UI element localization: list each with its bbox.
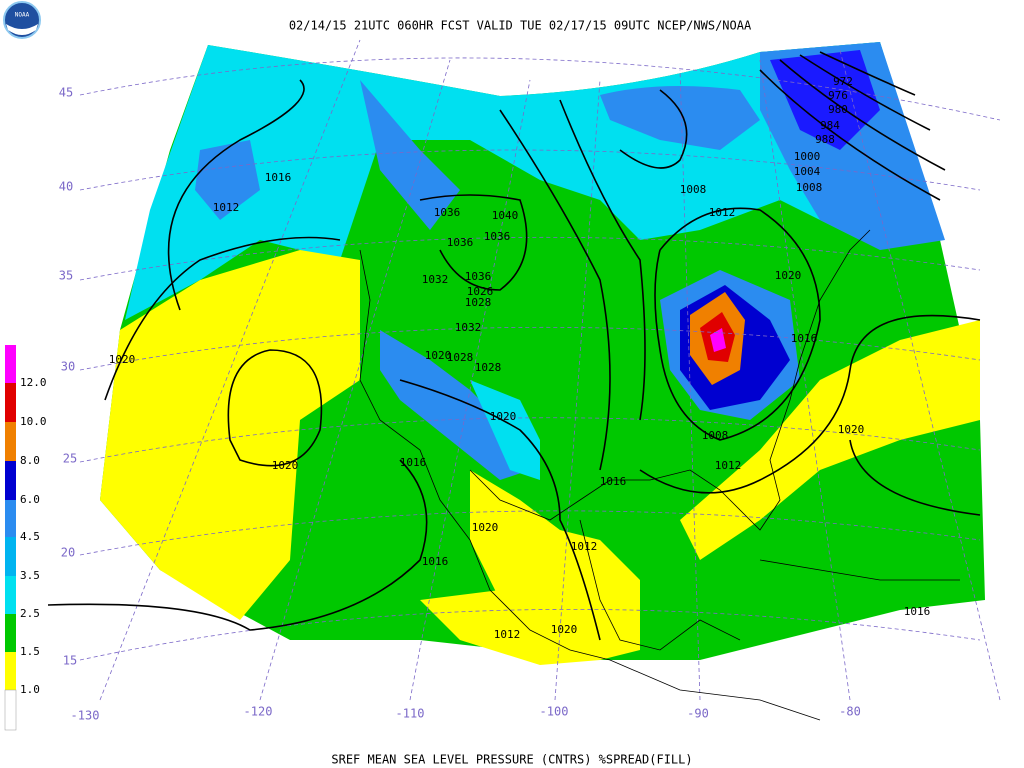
contour-label: 1020 <box>425 349 452 362</box>
contour-label: 1020 <box>775 269 802 282</box>
contour-label: 1036 <box>465 270 492 283</box>
contour-label: 1008 <box>680 183 707 196</box>
longitude-label: -100 <box>540 705 569 719</box>
longitude-label: -120 <box>244 705 273 719</box>
latitude-label: 35 <box>59 269 73 283</box>
contour-label: 1020 <box>490 410 517 423</box>
contour-label: 1016 <box>791 332 818 345</box>
contour-label: 1028 <box>475 361 502 374</box>
contour-label: 984 <box>820 119 840 132</box>
contour-label: 1020 <box>272 459 299 472</box>
contour-label: 1008 <box>796 181 823 194</box>
spread-fill <box>100 42 985 665</box>
contour-label: 1016 <box>600 475 627 488</box>
contour-label: 1012 <box>213 201 240 214</box>
contour-label: 1012 <box>715 459 742 472</box>
contour-label: 1004 <box>794 165 821 178</box>
colorbar-label: 8.0 <box>20 454 40 467</box>
contour-label: 1036 <box>434 206 461 219</box>
contour-label: 1016 <box>422 555 449 568</box>
contour-label: 1032 <box>455 321 482 334</box>
coastline <box>359 229 960 721</box>
contour-label: 1040 <box>492 209 519 222</box>
isobars <box>47 51 981 641</box>
colorbar-label: 2.5 <box>20 607 40 620</box>
contour-label: 1036 <box>447 236 474 249</box>
map-title: 02/14/15 21UTC 060HR FCST VALID TUE 02/1… <box>289 19 752 33</box>
latitude-label: 45 <box>59 86 73 100</box>
noaa-logo: NOAA <box>3 1 41 39</box>
contour-label: 1026 <box>467 285 494 298</box>
latitude-label: 15 <box>63 654 77 668</box>
contour-label: 1020 <box>109 353 136 366</box>
contour-label: 972 <box>833 75 853 88</box>
latitude-label: 30 <box>61 360 75 374</box>
latitude-label: 25 <box>63 452 77 466</box>
contour-label: 1012 <box>494 628 521 641</box>
contour-label: 1028 <box>465 296 492 309</box>
colorbar <box>4 345 17 731</box>
contour-label: 976 <box>828 89 848 102</box>
contour-label: 1016 <box>904 605 931 618</box>
map-caption: SREF MEAN SEA LEVEL PRESSURE (CNTRS) %SP… <box>331 753 692 767</box>
colorbar-label: 6.0 <box>20 493 40 506</box>
latitude-label: 20 <box>61 546 75 560</box>
contour-label: 1020 <box>472 521 499 534</box>
contour-label: 1012 <box>571 540 598 553</box>
colorbar-label: 10.0 <box>20 415 47 428</box>
colorbar-label: 3.5 <box>20 569 40 582</box>
contour-label: 1008 <box>702 429 729 442</box>
contour-label: 1032 <box>422 273 449 286</box>
contour-labels: 1016 1012 1020 1020 1036 1040 1036 1036 1032 1036… <box>109 75 931 641</box>
contour-label: 1016 <box>265 171 292 184</box>
colorbar-label: 1.5 <box>20 645 40 658</box>
contour-label: 1028 <box>447 351 474 364</box>
graticule <box>79 39 1001 701</box>
contour-label: 988 <box>815 133 835 146</box>
contour-label: 1000 <box>794 150 821 163</box>
contour-label: 1016 <box>400 456 427 469</box>
longitude-label: -80 <box>839 705 861 719</box>
colorbar-label: 4.5 <box>20 530 40 543</box>
colorbar-label: 12.0 <box>20 376 47 389</box>
contour-label: 1012 <box>709 206 736 219</box>
contour-label: 1036 <box>484 230 511 243</box>
colorbar-label: 1.0 <box>20 683 40 696</box>
longitude-label: -90 <box>687 707 709 721</box>
longitude-label: -110 <box>396 707 425 721</box>
contour-label: 1020 <box>551 623 578 636</box>
logo-text: NOAA <box>15 12 30 19</box>
contour-label: 1020 <box>838 423 865 436</box>
latitude-label: 40 <box>59 180 73 194</box>
longitude-label: -130 <box>71 709 100 723</box>
contour-label: 980 <box>828 103 848 116</box>
